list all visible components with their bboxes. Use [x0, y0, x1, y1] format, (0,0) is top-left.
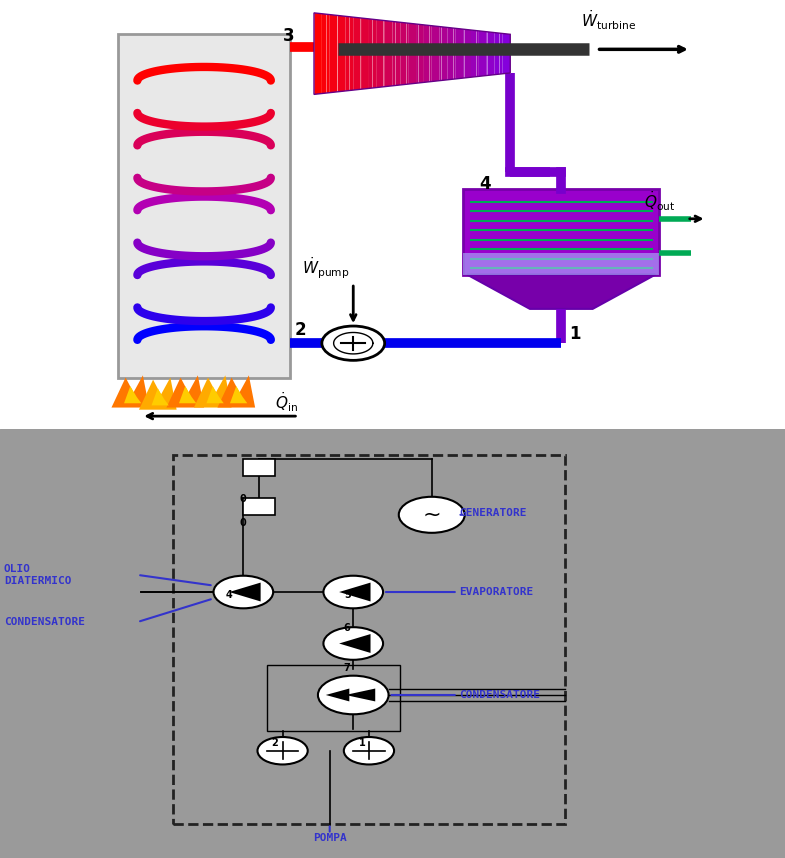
Polygon shape — [440, 27, 447, 81]
Circle shape — [318, 676, 389, 714]
Bar — [243, 459, 275, 476]
Text: 2: 2 — [294, 321, 306, 339]
Text: 6: 6 — [344, 623, 351, 632]
Text: 0: 0 — [239, 517, 246, 528]
Polygon shape — [392, 21, 400, 86]
Polygon shape — [432, 26, 440, 82]
Polygon shape — [330, 15, 338, 93]
Polygon shape — [400, 22, 408, 85]
Text: $\dot{W}_\mathrm{turbine}$: $\dot{W}_\mathrm{turbine}$ — [581, 9, 636, 32]
Polygon shape — [487, 32, 495, 76]
Text: GENERATORE: GENERATORE — [459, 508, 527, 517]
Text: 2: 2 — [271, 739, 278, 748]
Polygon shape — [467, 275, 655, 309]
Polygon shape — [339, 583, 371, 601]
Polygon shape — [416, 24, 424, 83]
Circle shape — [323, 576, 383, 608]
Text: $\dot{W}_\mathrm{pump}$: $\dot{W}_\mathrm{pump}$ — [302, 256, 349, 281]
Polygon shape — [229, 583, 261, 601]
Circle shape — [214, 576, 273, 608]
Polygon shape — [166, 376, 204, 408]
Polygon shape — [322, 14, 330, 94]
Polygon shape — [230, 386, 247, 403]
Text: CONDENSATORE: CONDENSATORE — [459, 690, 540, 700]
Polygon shape — [455, 28, 463, 79]
Text: 5: 5 — [344, 590, 351, 601]
Polygon shape — [377, 20, 385, 88]
Polygon shape — [502, 33, 510, 74]
Bar — [173, 455, 565, 824]
Circle shape — [322, 326, 385, 360]
Polygon shape — [314, 13, 322, 94]
Polygon shape — [447, 27, 455, 80]
Polygon shape — [369, 19, 377, 88]
Bar — [243, 498, 275, 515]
Circle shape — [399, 497, 465, 533]
Polygon shape — [345, 688, 375, 702]
Polygon shape — [353, 17, 361, 90]
Polygon shape — [479, 31, 487, 76]
Text: POMPA: POMPA — [313, 833, 346, 843]
Circle shape — [257, 737, 308, 764]
Polygon shape — [179, 386, 196, 403]
Text: 4: 4 — [226, 590, 233, 601]
Polygon shape — [111, 376, 149, 408]
Polygon shape — [424, 25, 432, 82]
Text: OLIO
DIATERMICO: OLIO DIATERMICO — [4, 564, 71, 586]
Polygon shape — [408, 23, 416, 84]
Polygon shape — [339, 634, 371, 653]
Polygon shape — [385, 21, 392, 87]
Text: CONDENSATORE: CONDENSATORE — [4, 617, 85, 627]
Bar — [267, 665, 400, 731]
Polygon shape — [152, 388, 169, 405]
Polygon shape — [139, 378, 177, 410]
Polygon shape — [471, 30, 479, 77]
Text: 1: 1 — [359, 739, 366, 748]
Text: EVAPORATORE: EVAPORATORE — [459, 587, 534, 597]
Circle shape — [323, 627, 383, 660]
Text: $\dot{Q}_\mathrm{in}$: $\dot{Q}_\mathrm{in}$ — [275, 390, 298, 414]
Polygon shape — [326, 688, 349, 702]
Text: 1: 1 — [569, 325, 581, 343]
Polygon shape — [361, 18, 369, 89]
Polygon shape — [206, 386, 224, 403]
Text: 3: 3 — [283, 27, 294, 45]
Bar — [118, 34, 290, 378]
Polygon shape — [495, 33, 502, 75]
Bar — [463, 253, 659, 275]
Text: $\dot{Q}_\mathrm{out}$: $\dot{Q}_\mathrm{out}$ — [644, 189, 675, 213]
Polygon shape — [217, 376, 255, 408]
Text: ~: ~ — [422, 505, 441, 525]
Bar — [463, 189, 659, 275]
Text: 4: 4 — [479, 175, 491, 193]
Polygon shape — [345, 16, 353, 91]
Polygon shape — [194, 376, 232, 408]
Text: 7: 7 — [344, 663, 351, 674]
Polygon shape — [124, 386, 141, 403]
Polygon shape — [338, 15, 345, 92]
Polygon shape — [463, 29, 471, 78]
Text: 0: 0 — [239, 494, 246, 504]
Circle shape — [344, 737, 394, 764]
